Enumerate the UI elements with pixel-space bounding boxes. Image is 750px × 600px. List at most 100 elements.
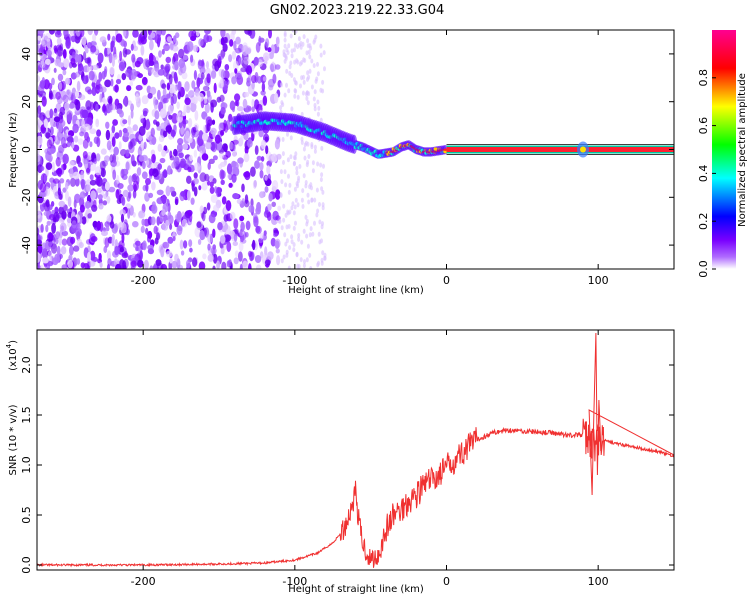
noise-mark [177,91,181,100]
noise-mark [315,212,319,218]
noise-mark [323,255,327,261]
noise-mark [232,106,235,113]
noise-mark [57,62,65,68]
noise-mark [220,69,226,80]
noise-mark [317,105,321,111]
noise-mark [220,170,226,179]
noise-mark [114,84,119,93]
noise-mark [283,37,287,43]
noise-mark [165,250,173,258]
noise-mark [93,136,99,144]
noise-mark [239,215,245,222]
noise-mark [130,43,134,51]
noise-mark [186,175,192,184]
noise-mark [112,169,117,181]
noise-mark [87,213,92,219]
noise-mark [162,66,169,77]
noise-mark [138,210,146,219]
noise-mark [103,245,108,254]
noise-mark [77,138,84,145]
noise-mark [37,153,41,163]
spectrogram-ylabel: Frequency (Hz) [8,112,19,188]
noise-mark [275,248,280,254]
noise-mark [223,123,229,133]
noise-mark [264,175,268,181]
noise-mark [141,76,148,86]
noise-mark [56,37,62,46]
noise-mark [91,86,97,97]
noise-mark [238,251,243,262]
noise-mark [232,151,237,158]
noise-mark [137,259,144,268]
noise-mark [259,169,264,179]
noise-mark [127,100,132,106]
noise-mark [270,153,278,163]
noise-mark [287,224,291,229]
noise-mark [125,68,132,78]
noise-mark [232,143,236,152]
noise-mark [319,117,323,123]
noise-mark [72,123,79,134]
ridge-mark [443,149,448,154]
noise-mark [43,210,51,217]
noise-mark [93,158,98,165]
noise-mark [76,80,81,92]
noise-mark [79,204,85,213]
noise-mark [259,232,264,240]
noise-mark [77,64,84,76]
noise-mark [37,30,45,34]
noise-mark [295,166,299,171]
noise-mark [228,54,233,63]
noise-mark [219,94,225,102]
noise-mark [65,181,69,190]
noise-mark [87,251,91,262]
noise-mark [156,189,164,196]
noise-mark [306,192,310,198]
noise-mark [289,135,293,141]
noise-mark [294,220,297,226]
noise-mark [37,239,43,245]
noise-mark [288,245,292,251]
noise-mark [234,100,238,107]
noise-mark [97,52,104,64]
noise-mark [99,36,107,43]
noise-mark [53,109,58,117]
noise-mark [180,190,186,197]
noise-mark [193,149,198,158]
noise-mark [303,259,306,265]
noise-mark [310,58,314,64]
ridge-mark [443,148,447,151]
noise-mark [108,52,113,64]
noise-mark [238,57,244,65]
noise-mark [71,220,77,229]
noise-mark [316,262,320,268]
noise-mark [81,35,87,46]
noise-mark [75,99,81,111]
noise-mark [120,222,127,234]
noise-mark [179,239,184,250]
snr-ticks: -200 -100 0 100 0.0 0.5 1.0 1.5 2.0 [20,330,674,588]
noise-mark [243,153,250,163]
noise-mark [285,249,289,255]
noise-mark [55,168,63,175]
noise-mark [316,99,320,105]
flat-band-inner [446,147,674,152]
noise-mark [310,84,314,90]
noise-mark [192,126,197,133]
noise-mark [235,72,242,80]
noise-mark [122,30,127,37]
noise-mark [116,198,122,205]
noise-mark [114,132,120,139]
noise-mark [165,185,171,197]
noise-mark [221,196,227,205]
noise-mark [87,89,93,95]
noise-mark [106,140,112,151]
noise-mark [52,217,57,223]
noise-mark [323,66,326,72]
noise-mark [145,183,149,192]
noise-mark [37,35,42,41]
noise-mark [104,79,112,88]
noise-mark [220,247,225,255]
noise-mark [98,71,103,82]
